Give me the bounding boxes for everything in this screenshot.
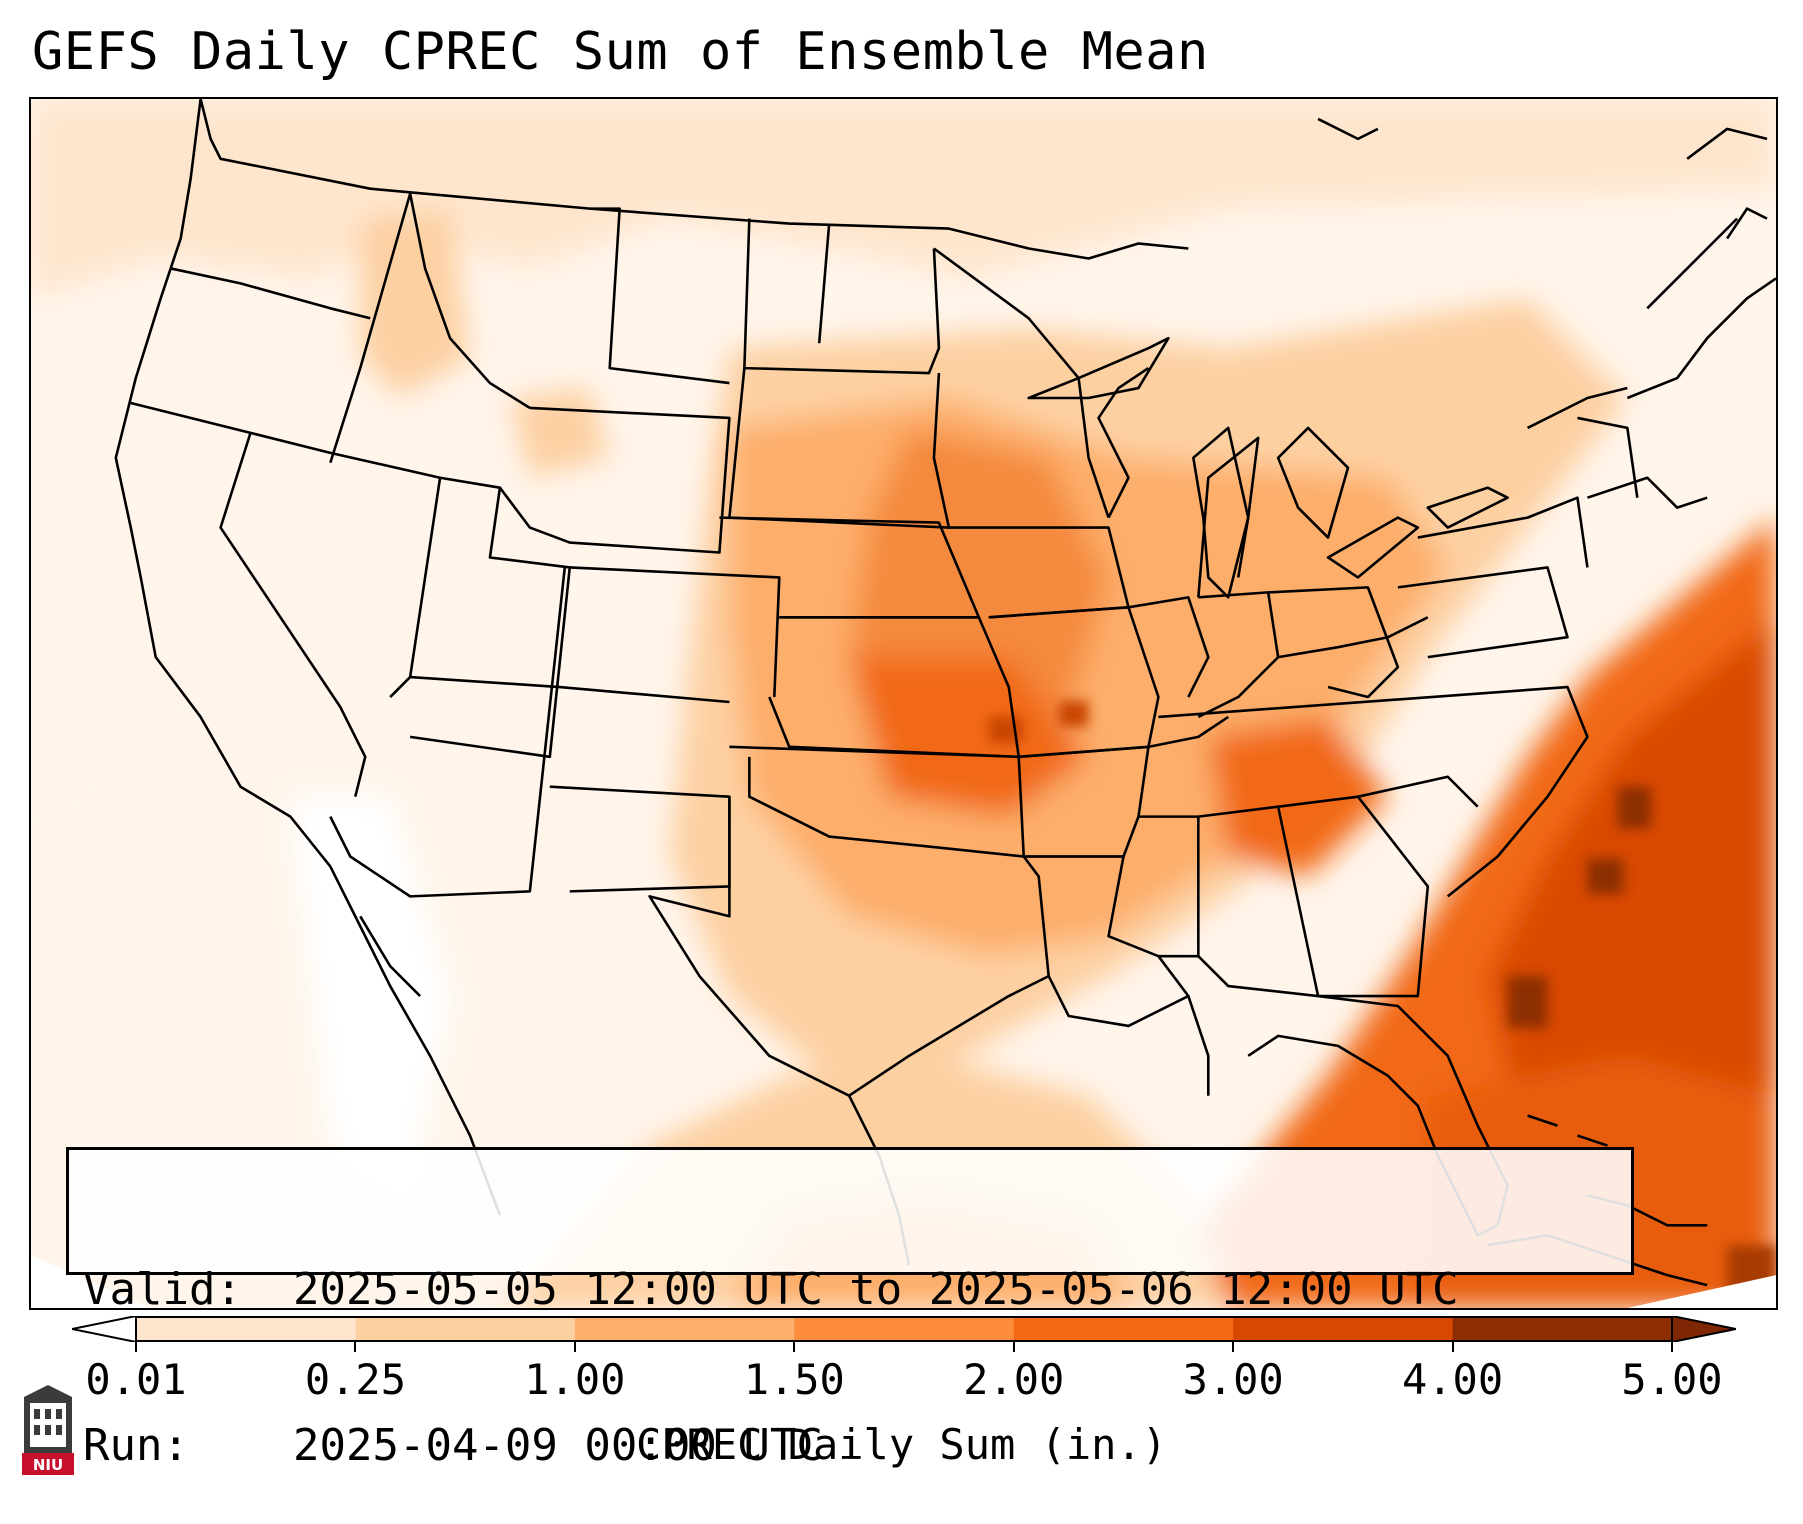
precipitation-map [29,97,1778,1310]
colorbar-over-arrow [1671,1316,1736,1342]
colorbar-tick-mark [1451,1340,1454,1352]
colorbar-tick-label: 1.50 [743,1355,845,1404]
colorbar-tick-mark [1232,1340,1235,1352]
colorbar-title: CPREC Daily Sum (in.) [635,1420,1167,1469]
map-canvas [31,99,1776,1308]
colorbar-segment [574,1316,795,1342]
valid-label: Valid: [83,1264,242,1315]
colorbar-under-arrow [72,1316,137,1342]
colorbar-tick-label: 3.00 [1182,1355,1284,1404]
colorbar-tick-label: 0.01 [85,1355,187,1404]
colorbar-tick-mark [135,1340,137,1352]
colorbar-segment [1452,1316,1673,1342]
colorbar-tick-label: 2.00 [963,1355,1065,1404]
colorbar-tick-mark [1012,1340,1015,1352]
run-row: Run: 2025-04-09 00:00 UTC [83,1420,1617,1472]
run-value: 2025-04-09 00:00 UTC [293,1420,823,1471]
map-title: GEFS Daily CPREC Sum of Ensemble Mean [32,22,1209,82]
colorbar-outline [135,1316,1673,1342]
logo-text: NIU [33,1456,63,1474]
colorbar-tick-label: 4.00 [1401,1355,1504,1404]
colorbar-tick-label: 1.00 [524,1355,626,1404]
colorbar-tick-mark [573,1340,576,1352]
valid-value: 2025-05-05 12:00 UTC to 2025-05-06 12:00… [293,1264,1459,1315]
colorbar-segment [1013,1316,1234,1342]
run-label: Run: [83,1420,189,1471]
colorbar-tick-mark [793,1340,796,1352]
state-boundaries [114,99,1776,1287]
university-logo-icon: NIU [22,1385,74,1475]
colorbar-tick-mark [1671,1340,1673,1352]
colorbar-tick-label: 0.25 [304,1355,406,1404]
colorbar [72,1316,1736,1342]
colorbar-tick-label: 5.00 [1621,1355,1723,1404]
valid-run-info-box: Valid: 2025-05-05 12:00 UTC to 2025-05-06… [66,1147,1634,1471]
colorbar-tick-mark [354,1340,357,1352]
precip-field [31,99,1776,1308]
colorbar-segment [355,1316,576,1342]
colorbar-segment [136,1316,356,1342]
valid-row: Valid: 2025-05-05 12:00 UTC to 2025-05-06… [83,1264,1617,1316]
colorbar-segment [794,1316,1015,1342]
colorbar-segment [1233,1316,1454,1342]
